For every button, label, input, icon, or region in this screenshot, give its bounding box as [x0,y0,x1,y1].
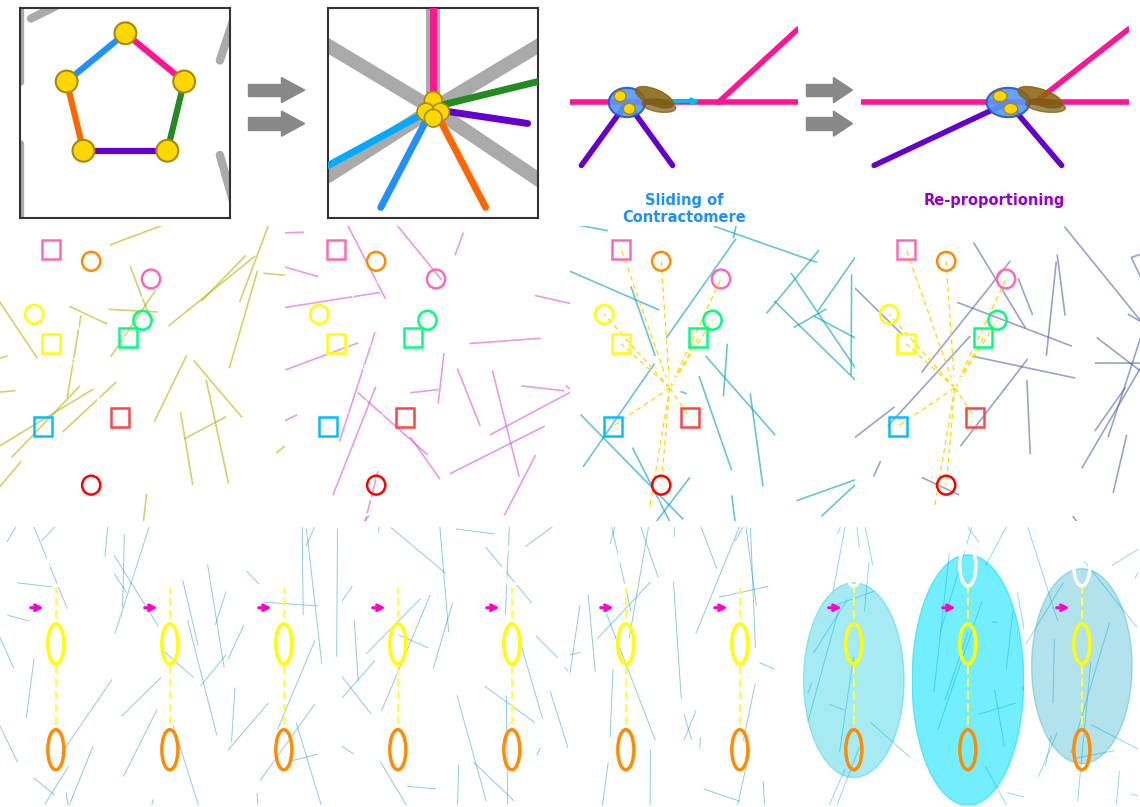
Polygon shape [833,77,853,102]
Polygon shape [833,111,853,136]
Circle shape [424,91,442,109]
Text: *: * [946,374,963,403]
Circle shape [424,110,442,127]
Circle shape [173,70,195,93]
Bar [974,328,992,347]
Bar [327,240,345,259]
Bar [111,408,129,427]
Circle shape [417,103,434,121]
Ellipse shape [1026,99,1066,112]
Text: *: * [661,374,678,403]
Circle shape [156,140,178,161]
Ellipse shape [1032,569,1132,763]
Circle shape [114,23,137,44]
Bar [897,240,915,259]
Bar [966,408,984,427]
Text: *: * [376,374,393,403]
Polygon shape [282,77,304,102]
Circle shape [56,70,78,93]
Polygon shape [249,117,283,130]
Bar [404,328,422,347]
Bar [33,417,51,436]
Ellipse shape [986,88,1029,117]
Bar [897,334,915,353]
Ellipse shape [1018,86,1062,108]
Polygon shape [249,84,283,96]
Circle shape [614,90,626,102]
Bar [327,334,345,353]
Bar [396,408,414,427]
Bar [119,328,137,347]
Ellipse shape [804,583,904,778]
Polygon shape [806,84,834,96]
Bar [604,417,622,436]
Circle shape [73,140,95,161]
Bar [689,328,707,347]
Bar [612,334,630,353]
Polygon shape [282,111,304,136]
Bar [42,334,60,353]
Circle shape [1003,103,1018,115]
Text: Sliding of
Contractomere: Sliding of Contractomere [622,193,746,225]
Text: Re-proportioning: Re-proportioning [923,193,1066,207]
Ellipse shape [635,86,674,108]
Polygon shape [806,117,834,130]
Bar [889,417,907,436]
Circle shape [624,103,635,115]
Ellipse shape [912,555,1024,805]
Bar [319,417,337,436]
Bar [42,240,60,259]
Ellipse shape [642,99,676,112]
Text: *: * [91,374,108,403]
Bar [612,240,630,259]
Ellipse shape [609,88,645,117]
Circle shape [432,103,449,121]
Bar [681,408,699,427]
Circle shape [993,90,1007,102]
